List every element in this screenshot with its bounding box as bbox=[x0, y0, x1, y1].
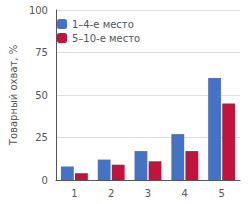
svg-text:2: 2 bbox=[108, 188, 114, 199]
svg-text:4: 4 bbox=[182, 188, 188, 199]
svg-text:5–10-е место: 5–10-е место bbox=[72, 33, 140, 44]
svg-text:5: 5 bbox=[218, 188, 224, 199]
svg-text:75: 75 bbox=[35, 47, 48, 58]
svg-text:1: 1 bbox=[71, 188, 77, 199]
svg-text:50: 50 bbox=[35, 90, 48, 101]
svg-text:25: 25 bbox=[35, 132, 48, 143]
svg-text:0: 0 bbox=[42, 175, 48, 186]
svg-text:3: 3 bbox=[145, 188, 151, 199]
svg-text:1–4-е место: 1–4-е место bbox=[72, 19, 134, 30]
svg-text:100: 100 bbox=[29, 5, 48, 16]
svg-text:Товарный охват, %: Товарный охват, % bbox=[8, 45, 19, 146]
